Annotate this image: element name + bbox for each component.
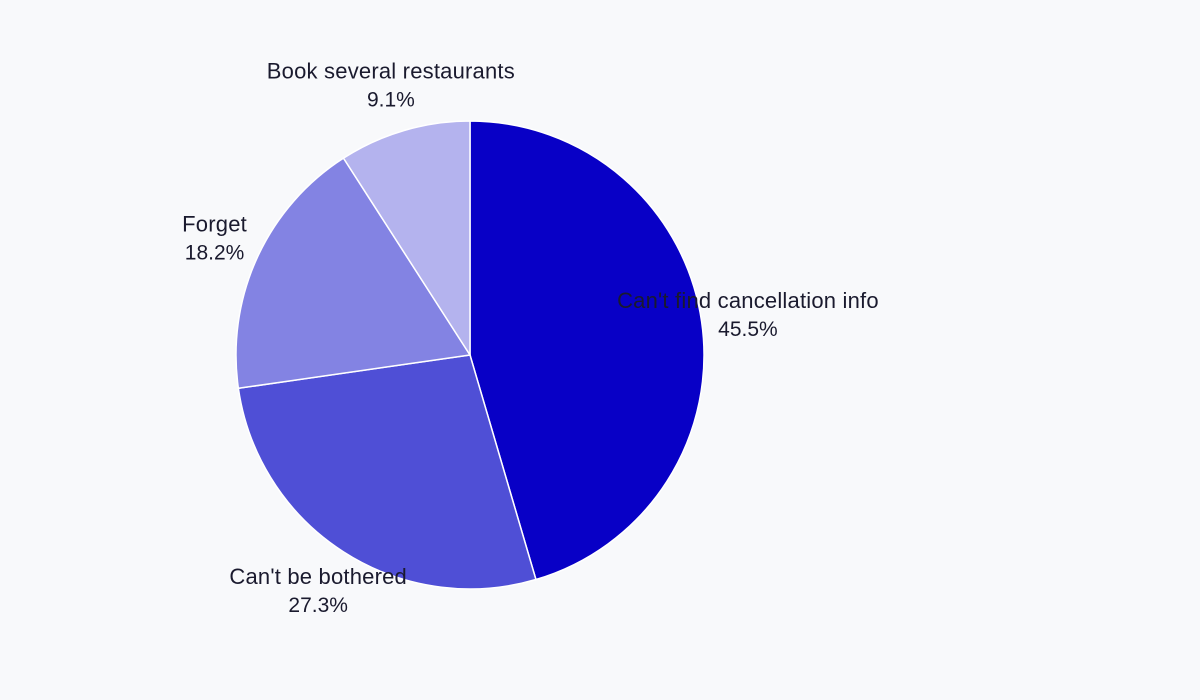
pie-slice-can-t-be-bothered bbox=[237, 354, 537, 590]
pie-slice-can-t-find-cancellation-info bbox=[469, 120, 705, 581]
pie-slice-book-several-restaurants bbox=[342, 120, 471, 358]
slice-label-can-t-find-cancellation-info: Can't find cancellation info bbox=[617, 288, 879, 313]
slice-value-forget: 18.2% bbox=[185, 241, 245, 264]
slice-value-can-t-be-bothered: 27.3% bbox=[288, 594, 348, 617]
slice-label-can-t-be-bothered: Can't be bothered bbox=[229, 564, 407, 589]
slice-label-forget: Forget bbox=[182, 211, 247, 236]
slice-label-book-several-restaurants: Book several restaurants bbox=[267, 59, 515, 84]
pie-slices bbox=[235, 120, 705, 590]
slice-value-can-t-find-cancellation-info: 45.5% bbox=[718, 318, 778, 341]
slice-value-book-several-restaurants: 9.1% bbox=[367, 89, 415, 112]
pie-labels: Can't find cancellation info 45.5% Can't b… bbox=[182, 59, 879, 618]
pie-slice-forget bbox=[235, 157, 472, 390]
